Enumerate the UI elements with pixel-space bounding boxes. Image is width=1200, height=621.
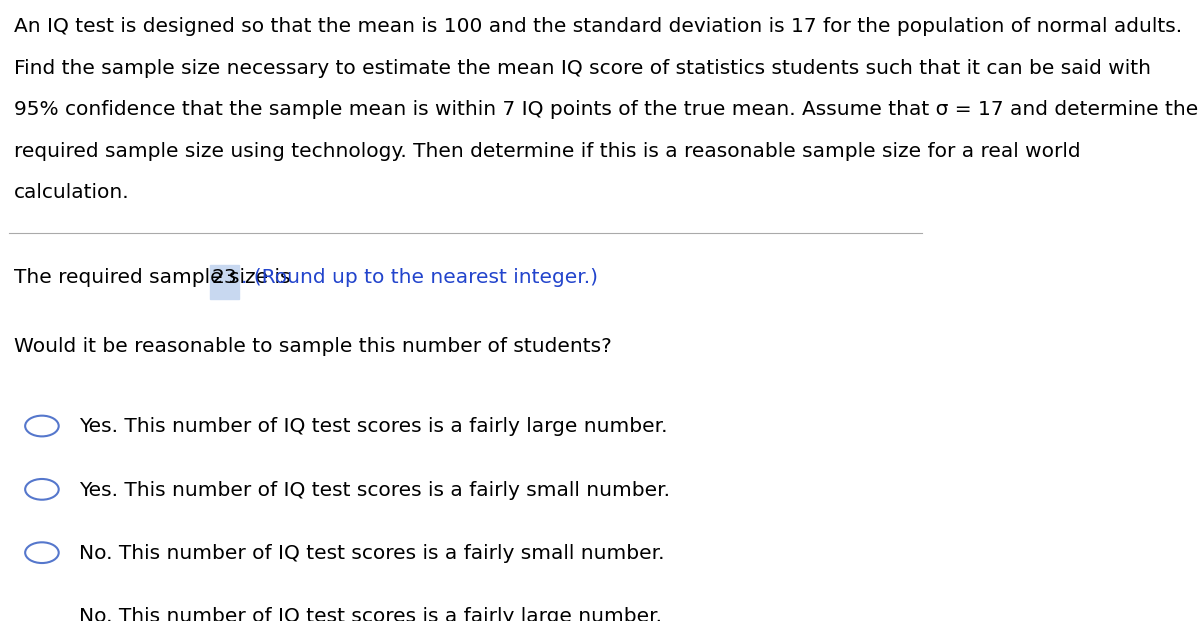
Text: . (Round up to the nearest integer.): . (Round up to the nearest integer.) xyxy=(241,268,599,287)
Text: Yes. This number of IQ test scores is a fairly large number.: Yes. This number of IQ test scores is a … xyxy=(79,417,667,437)
Text: calculation.: calculation. xyxy=(14,183,130,202)
FancyBboxPatch shape xyxy=(210,265,240,299)
Text: Find the sample size necessary to estimate the mean IQ score of statistics stude: Find the sample size necessary to estima… xyxy=(14,59,1151,78)
Text: 23: 23 xyxy=(211,268,238,287)
Text: 95% confidence that the sample mean is within 7 IQ points of the true mean. Assu: 95% confidence that the sample mean is w… xyxy=(14,100,1199,119)
Text: No. This number of IQ test scores is a fairly large number.: No. This number of IQ test scores is a f… xyxy=(79,607,662,621)
Text: required sample size using technology. Then determine if this is a reasonable sa: required sample size using technology. T… xyxy=(14,142,1081,161)
Text: No. This number of IQ test scores is a fairly small number.: No. This number of IQ test scores is a f… xyxy=(79,544,665,563)
Text: An IQ test is designed so that the mean is 100 and the standard deviation is 17 : An IQ test is designed so that the mean … xyxy=(14,17,1182,36)
Text: Would it be reasonable to sample this number of students?: Would it be reasonable to sample this nu… xyxy=(14,337,612,356)
Text: The required sample size is: The required sample size is xyxy=(14,268,296,287)
Text: Yes. This number of IQ test scores is a fairly small number.: Yes. This number of IQ test scores is a … xyxy=(79,481,671,500)
